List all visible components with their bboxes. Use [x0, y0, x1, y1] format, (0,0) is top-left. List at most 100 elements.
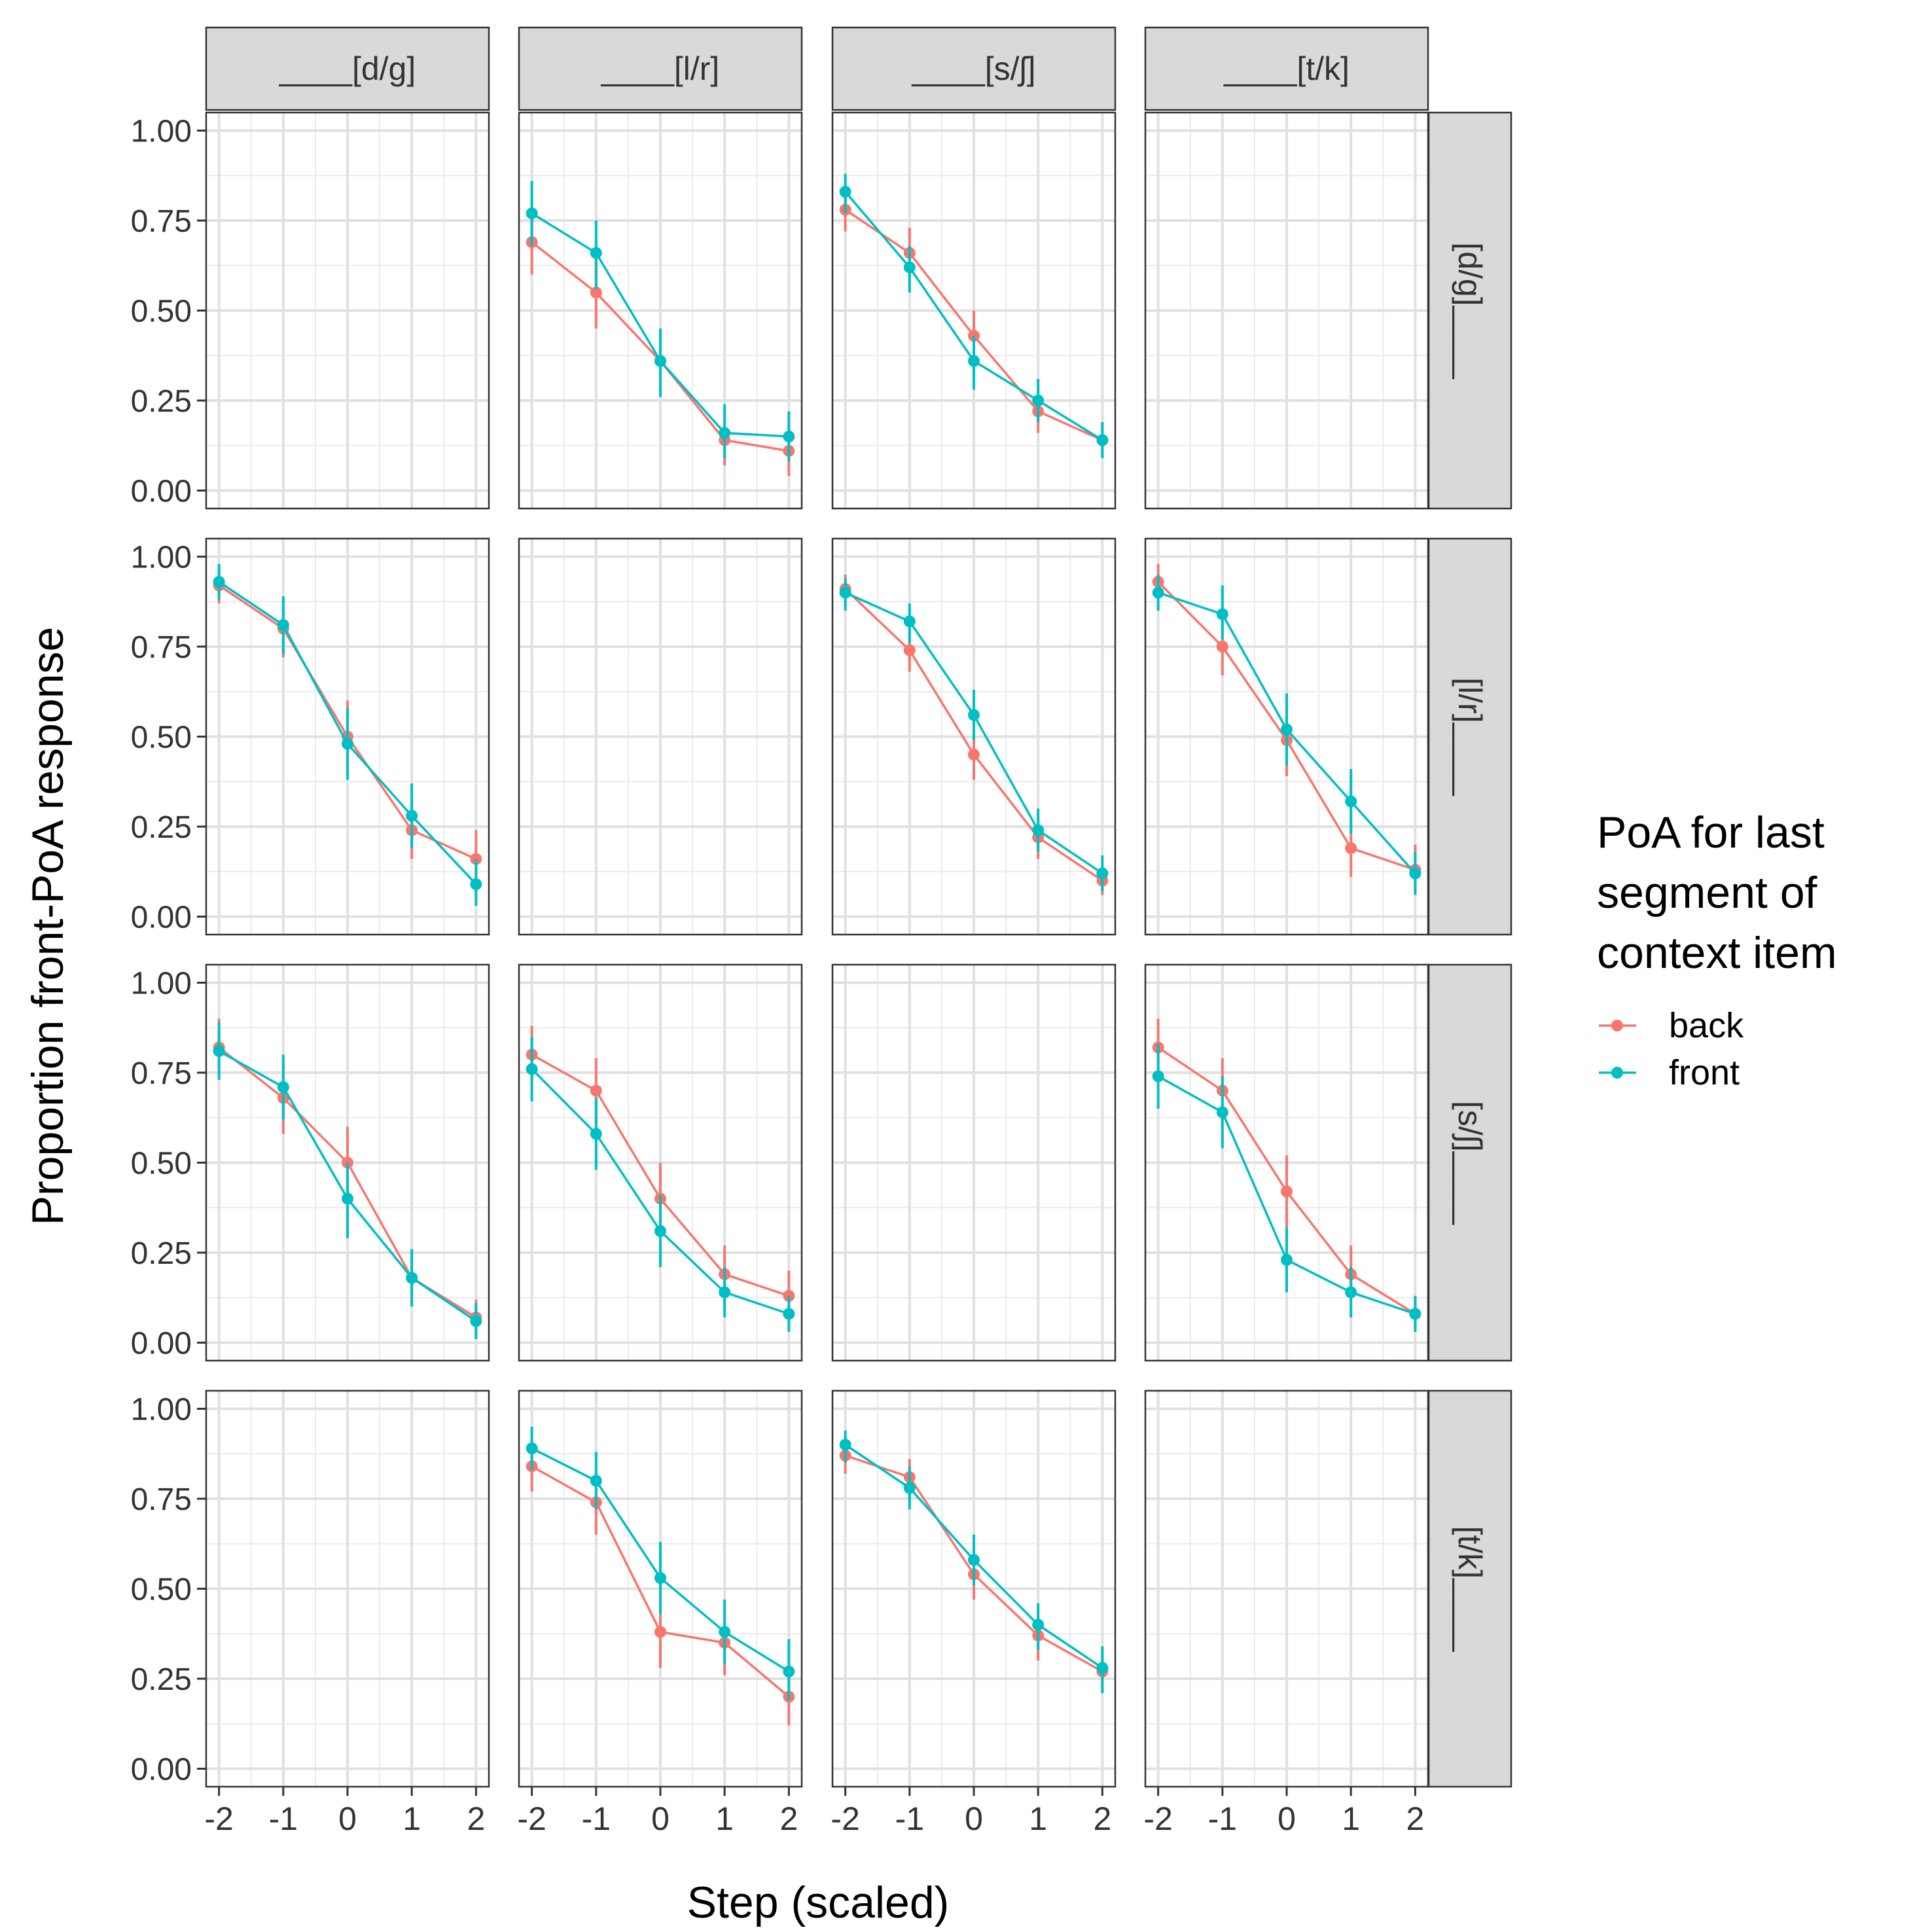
y-tick-label: 0.75 — [131, 630, 192, 665]
col-strip — [518, 26, 803, 111]
row-strip-label: [l/r]____ — [1452, 677, 1488, 796]
data-point-front — [903, 261, 916, 274]
data-point-front — [277, 619, 289, 631]
y-tick-label: 0.25 — [131, 1236, 192, 1271]
data-point-front — [968, 355, 980, 367]
data-point-front — [783, 431, 795, 442]
data-point-back — [654, 1626, 666, 1638]
data-point-front — [1096, 434, 1109, 446]
x-tick-label: -2 — [204, 1800, 233, 1837]
panel-r3-c2 — [831, 1389, 1117, 1788]
data-point-front — [526, 1063, 538, 1075]
y-tick-label: 0.00 — [131, 1327, 192, 1361]
y-tick-label: 0.50 — [131, 1573, 192, 1607]
legend-key-point-front — [1611, 1067, 1623, 1079]
col-strip — [1144, 26, 1429, 111]
y-axis-title: Proportion front-PoA response — [23, 627, 73, 1226]
data-point-front — [968, 1554, 980, 1566]
x-tick-label: 1 — [1029, 1800, 1047, 1837]
row-strip-label: [t/k]____ — [1452, 1526, 1488, 1653]
data-point-front — [839, 186, 851, 198]
data-point-front — [1281, 723, 1293, 736]
data-point-front — [719, 1626, 731, 1638]
x-tick-label: 2 — [467, 1800, 485, 1837]
data-point-front — [654, 1225, 666, 1237]
data-point-front — [903, 615, 916, 628]
panel-r2-c3 — [1144, 963, 1429, 1362]
panel-r2-c0 — [205, 963, 490, 1362]
y-tick-label: 0.00 — [131, 1753, 192, 1787]
panel-r1-c2 — [831, 537, 1117, 936]
col-strip-label: ____[l/r] — [601, 50, 720, 87]
data-point-front — [1032, 395, 1045, 406]
x-tick-label: -1 — [582, 1800, 611, 1837]
panel-r3-c0 — [205, 1389, 490, 1788]
data-point-front — [590, 1475, 602, 1487]
panel-r0-c3 — [1144, 111, 1429, 510]
y-tick-label: 0.00 — [131, 901, 192, 935]
x-tick-label: 2 — [779, 1800, 798, 1837]
panel-r0-c1 — [518, 111, 803, 510]
data-point-front — [719, 427, 731, 439]
y-tick-label: 0.50 — [131, 1147, 192, 1181]
row-strip — [1427, 1389, 1512, 1788]
data-point-back — [590, 287, 602, 298]
panel-border — [831, 963, 1117, 1362]
x-tick-label: 0 — [965, 1800, 983, 1837]
data-point-front — [1409, 867, 1422, 880]
legend: PoA for last segment of context item back fr… — [1597, 808, 1837, 1092]
data-point-front — [1152, 586, 1164, 599]
legend-label-front: front — [1669, 1053, 1740, 1092]
data-point-front — [1096, 867, 1109, 880]
y-tick-label: 0.50 — [131, 721, 192, 755]
legend-label-back: back — [1669, 1006, 1744, 1045]
col-strip — [205, 26, 490, 111]
row-strip — [1427, 111, 1512, 510]
data-point-front — [1032, 1619, 1045, 1631]
axes-layer: ____[d/g] ____[l/r] ____[s/ʃ] ____[t/k] [d/g… — [131, 26, 1512, 1837]
row-strip-label: [d/g]____ — [1452, 242, 1488, 380]
x-tick-label: 1 — [1342, 1800, 1360, 1837]
data-point-back — [1281, 1185, 1293, 1198]
data-point-front — [590, 247, 602, 259]
legend-title-line: segment of — [1597, 868, 1817, 918]
panel-border — [518, 537, 803, 936]
panel-r0-c0 — [205, 111, 490, 510]
y-tick-label: 1.00 — [131, 1393, 192, 1427]
panel-border — [831, 537, 1117, 936]
data-point-front — [1345, 1286, 1357, 1298]
data-point-front — [903, 1482, 916, 1494]
x-tick-label: 2 — [1406, 1800, 1424, 1837]
data-point-front — [783, 1308, 795, 1320]
panel-r3-c3 — [1144, 1389, 1429, 1788]
data-point-front — [342, 1192, 353, 1205]
y-tick-label: 0.75 — [131, 1056, 192, 1091]
data-point-back — [1345, 842, 1357, 854]
data-point-front — [342, 738, 353, 750]
data-point-front — [839, 586, 851, 599]
x-tick-label: 1 — [715, 1800, 734, 1837]
x-tick-label: 0 — [1278, 1800, 1296, 1837]
data-point-front — [719, 1286, 731, 1298]
legend-title-line: PoA for last — [1597, 808, 1825, 857]
data-point-front — [1281, 1254, 1293, 1266]
row-strip-label: [s/ʃ]____ — [1452, 1101, 1488, 1225]
panel-r3-c1 — [518, 1389, 803, 1788]
data-point-front — [654, 355, 666, 367]
data-point-front — [1345, 795, 1357, 808]
panel-border — [518, 111, 803, 510]
y-tick-label: 0.50 — [131, 295, 192, 329]
panel-r1-c1 — [518, 537, 803, 936]
data-point-back — [590, 1084, 602, 1097]
panel-border — [518, 963, 803, 1362]
data-point-front — [406, 1272, 418, 1284]
data-point-front — [968, 709, 980, 721]
panel-r1-c0 — [205, 537, 490, 936]
row-strip — [1427, 537, 1512, 936]
y-tick-label: 0.25 — [131, 1662, 192, 1697]
data-point-front — [783, 1666, 795, 1677]
y-tick-label: 0.75 — [131, 204, 192, 239]
col-strip-label: ____[d/g] — [279, 50, 416, 87]
data-point-front — [839, 1439, 851, 1451]
